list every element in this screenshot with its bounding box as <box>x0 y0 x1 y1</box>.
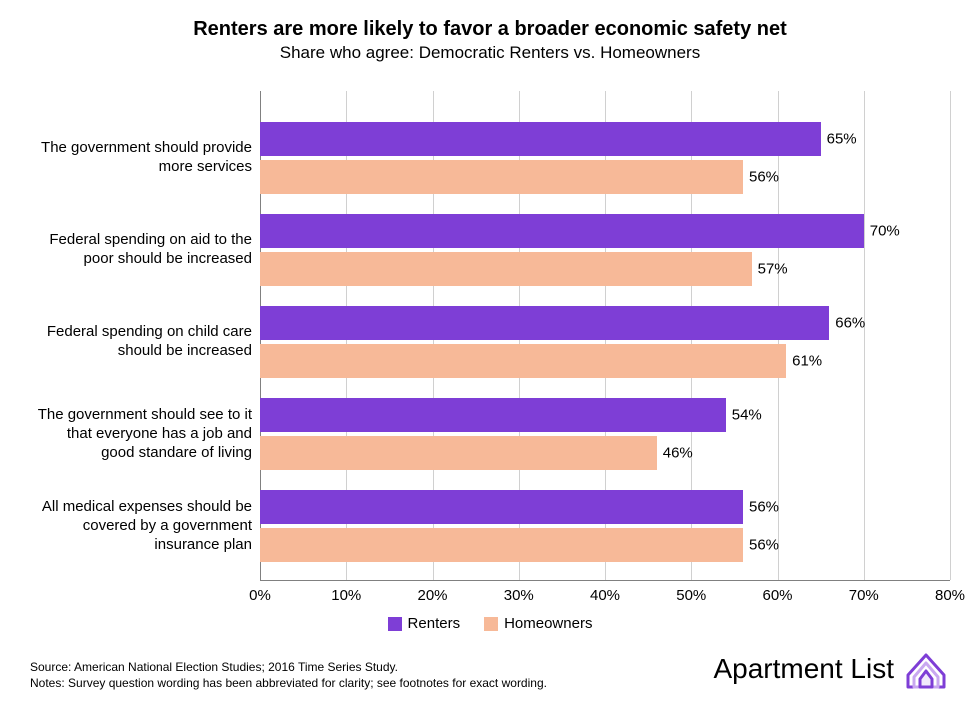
bar: 61% <box>260 344 786 378</box>
legend-label: Renters <box>408 615 461 632</box>
bar: 66% <box>260 306 829 340</box>
plot-area: 65%56%70%57%66%61%54%46%56%56% <box>260 91 950 581</box>
bar: 65% <box>260 122 821 156</box>
legend-swatch <box>388 617 402 631</box>
x-tick-label: 80% <box>935 587 965 604</box>
chart-area: The government should provide more servi… <box>30 91 950 581</box>
legend-label: Homeowners <box>504 615 592 632</box>
x-tick-label: 50% <box>676 587 706 604</box>
bar-value-label: 56% <box>743 499 779 516</box>
x-tick-label: 60% <box>762 587 792 604</box>
bar: 56% <box>260 490 743 524</box>
bar-value-label: 61% <box>786 353 822 370</box>
brand-logo: Apartment List <box>713 647 950 691</box>
chart-subtitle: Share who agree: Democratic Renters vs. … <box>30 43 950 63</box>
x-tick-label: 10% <box>331 587 361 604</box>
category-label: Federal spending on child care should be… <box>32 323 252 361</box>
gridline <box>950 91 951 580</box>
bar-value-label: 46% <box>657 445 693 462</box>
bar-value-label: 66% <box>829 315 865 332</box>
bar-value-label: 54% <box>726 407 762 424</box>
logo-inner <box>920 671 932 687</box>
x-tick-label: 40% <box>590 587 620 604</box>
chart-title: Renters are more likely to favor a broad… <box>30 18 950 41</box>
bar-value-label: 56% <box>743 537 779 554</box>
category-label: The government should provide more servi… <box>32 139 252 177</box>
bar: 54% <box>260 398 726 432</box>
legend: Renters Homeowners <box>30 615 950 636</box>
bar-value-label: 65% <box>821 131 857 148</box>
x-tick-label: 20% <box>417 587 447 604</box>
legend-item: Homeowners <box>484 615 592 632</box>
bar: 57% <box>260 252 752 286</box>
bar: 46% <box>260 436 657 470</box>
x-axis-ticks: 0%10%20%30%40%50%60%70%80% <box>260 581 950 609</box>
gridline <box>864 91 865 580</box>
x-tick-label: 30% <box>504 587 534 604</box>
x-tick-label: 70% <box>849 587 879 604</box>
legend-item: Renters <box>388 615 461 632</box>
notes-line: Notes: Survey question wording has been … <box>30 675 547 691</box>
bar-value-label: 70% <box>864 223 900 240</box>
bar: 56% <box>260 160 743 194</box>
bar-value-label: 56% <box>743 169 779 186</box>
category-label: Federal spending on aid to the poor shou… <box>32 231 252 269</box>
source-notes: Source: American National Election Studi… <box>30 659 547 691</box>
legend-swatch <box>484 617 498 631</box>
y-axis-labels: The government should provide more servi… <box>30 91 260 581</box>
footer: Source: American National Election Studi… <box>30 647 950 691</box>
bar: 70% <box>260 214 864 248</box>
source-line: Source: American National Election Studi… <box>30 659 547 675</box>
logo-text: Apartment List <box>713 653 894 685</box>
bar-value-label: 57% <box>752 261 788 278</box>
category-label: All medical expenses should be covered b… <box>32 498 252 554</box>
x-tick-label: 0% <box>249 587 271 604</box>
bar: 56% <box>260 528 743 562</box>
category-label: The government should see to it that eve… <box>32 406 252 462</box>
apartment-list-logo-icon <box>902 647 950 691</box>
